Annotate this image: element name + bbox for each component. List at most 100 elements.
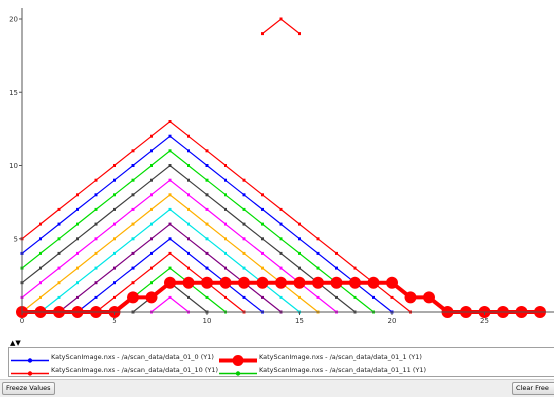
data-point <box>150 251 153 255</box>
y-tick-label: 10 <box>9 162 18 170</box>
highlight-point <box>127 291 139 304</box>
highlight-point <box>256 276 269 289</box>
data-point <box>57 281 61 285</box>
data-point <box>113 164 116 167</box>
highlight-point <box>182 276 195 289</box>
data-point <box>76 266 79 270</box>
data-point <box>242 207 246 211</box>
data-point <box>316 237 320 241</box>
line-plot[interactable]: 0 5 10 15 20 25 5 10 15 20 <box>0 0 554 340</box>
data-point <box>187 178 190 182</box>
freeze-values-button[interactable]: Freeze Values <box>2 382 55 395</box>
highlight-point <box>423 291 435 304</box>
data-point <box>224 178 227 182</box>
data-point <box>57 237 61 241</box>
legend-entry-data-01-1[interactable]: KatyScanImage.nxs - /a/scan_data/data_01… <box>219 351 422 366</box>
data-point <box>168 295 172 299</box>
data-point <box>168 178 172 182</box>
data-point <box>205 207 209 211</box>
legend-entry-data-01-10[interactable]: KatyScanImage.nxs - /a/scan_data/data_01… <box>11 364 219 376</box>
legend-label: KatyScanImage.nxs - /a/scan_data/data_01… <box>259 352 422 361</box>
series-row-7 <box>39 207 301 314</box>
data-point <box>335 295 338 299</box>
data-point <box>224 237 227 241</box>
data-point <box>224 251 227 255</box>
data-point <box>187 251 190 255</box>
data-point <box>187 164 190 167</box>
data-point <box>335 266 338 270</box>
y-axis-ticks: 5 10 15 20 <box>9 16 22 243</box>
data-point <box>187 295 190 299</box>
data-point <box>224 193 227 197</box>
data-point <box>224 295 227 299</box>
data-point <box>57 266 61 270</box>
data-point <box>39 266 42 270</box>
legend-panel: KatyScanImage.nxs - /a/scan_data/data_01… <box>8 347 554 377</box>
data-point <box>205 149 209 153</box>
data-point <box>76 251 79 255</box>
legend-collapse-toggle[interactable]: ▲▼ <box>10 339 21 347</box>
data-point <box>298 32 301 36</box>
data-point <box>131 149 135 153</box>
data-point <box>76 281 79 285</box>
data-point <box>168 222 172 226</box>
highlight-point <box>386 276 398 289</box>
series-row-20 <box>261 17 301 36</box>
legend-entry-data-01-0[interactable]: KatyScanImage.nxs - /a/scan_data/data_01… <box>11 351 214 363</box>
data-point <box>39 295 42 299</box>
plot-area[interactable]: 0 5 10 15 20 25 5 10 15 20 <box>0 0 554 340</box>
data-point <box>39 281 42 285</box>
legend-label: KatyScanImage.nxs - /a/scan_data/data_01… <box>51 365 219 374</box>
data-point <box>150 164 153 167</box>
legend-entry-data-01-11[interactable]: KatyScanImage.nxs - /a/scan_data/data_01… <box>219 364 426 376</box>
legend-label: KatyScanImage.nxs - /a/scan_data/data_01… <box>51 352 214 361</box>
data-point <box>242 193 246 197</box>
data-point <box>150 149 153 153</box>
data-point <box>242 295 246 299</box>
clear-freeze-button[interactable]: Clear Free <box>512 382 554 395</box>
data-point <box>131 193 135 197</box>
data-point <box>94 222 98 226</box>
line-swatch-icon <box>11 364 49 376</box>
data-point <box>261 193 264 197</box>
data-point <box>39 222 42 226</box>
x-tick-label: 15 <box>295 317 304 325</box>
data-point <box>168 134 172 138</box>
data-point <box>39 237 42 241</box>
series-line <box>21 120 411 313</box>
data-point <box>168 164 172 167</box>
data-point <box>94 193 98 197</box>
data-point <box>94 266 98 270</box>
data-point <box>353 295 357 299</box>
data-point <box>150 178 153 182</box>
data-point <box>76 207 79 211</box>
data-point <box>298 222 301 226</box>
data-point <box>279 237 283 241</box>
data-point <box>298 266 301 270</box>
data-point <box>390 295 394 299</box>
line-swatch-icon <box>219 364 257 376</box>
data-point <box>57 295 61 299</box>
data-point <box>131 207 135 211</box>
data-point <box>168 237 172 241</box>
data-point <box>316 266 320 270</box>
data-point <box>150 207 153 211</box>
data-point <box>224 207 227 211</box>
highlight-point <box>238 276 250 289</box>
data-point <box>187 149 190 153</box>
data-point <box>57 222 61 226</box>
data-point <box>242 178 246 182</box>
data-point <box>94 295 98 299</box>
data-point <box>224 222 227 226</box>
data-point <box>205 266 209 270</box>
data-point <box>76 295 79 299</box>
data-point <box>39 251 42 255</box>
data-point <box>261 237 264 241</box>
data-point <box>205 295 209 299</box>
data-point <box>298 295 301 299</box>
data-point <box>261 251 264 255</box>
line-swatch-icon <box>11 351 49 363</box>
data-point <box>57 207 61 211</box>
highlight-point <box>330 276 343 289</box>
data-point <box>205 164 209 167</box>
